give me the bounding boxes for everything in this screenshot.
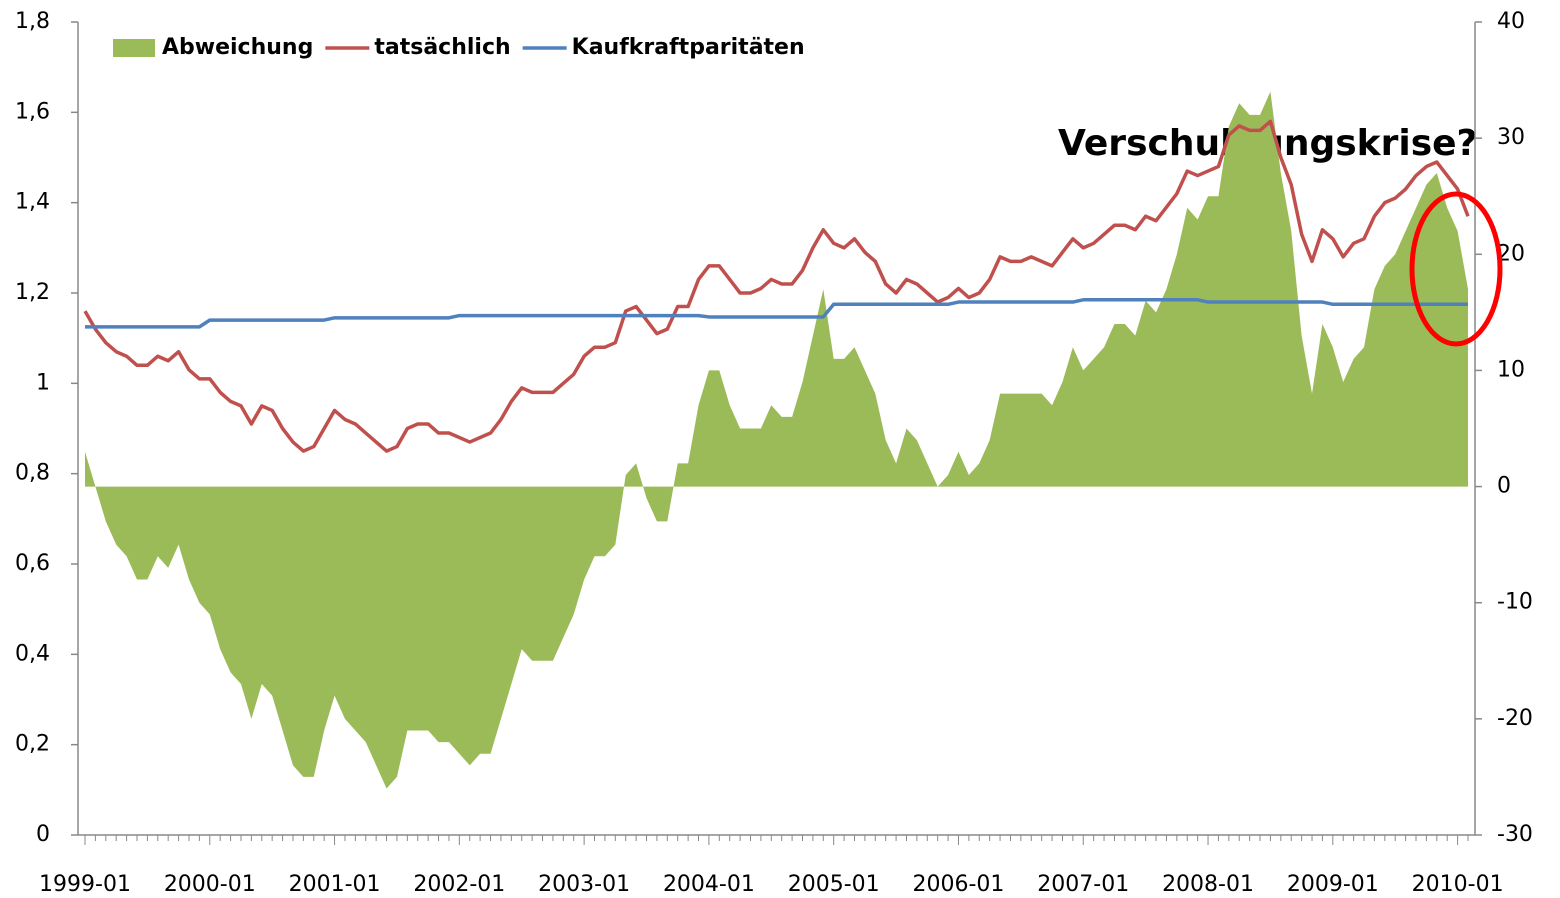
- line: [83, 119, 1470, 453]
- x-tick-label: 2008-01: [1162, 872, 1254, 897]
- y-tick-label: 0,8: [15, 461, 50, 486]
- y2-tick-label: -30: [1497, 822, 1533, 847]
- y-tick-label: 1,8: [15, 9, 50, 34]
- x-tick-label: 2002-01: [413, 872, 505, 897]
- legend-swatch: [113, 39, 155, 57]
- y2-tick-label: 0: [1497, 474, 1511, 499]
- y2-tick-label: -20: [1497, 706, 1533, 731]
- y-tick-label: 1,2: [15, 280, 50, 305]
- area: [85, 91, 1468, 789]
- y2-tick-label: 30: [1497, 125, 1525, 150]
- x-tick-label: 2001-01: [289, 872, 381, 897]
- legend-label: tatsächlich: [374, 35, 510, 60]
- legend-label: Kaufkraftparitäten: [572, 35, 805, 60]
- y-tick-label: 0,2: [15, 732, 50, 757]
- x-tick-label: 2005-01: [788, 872, 880, 897]
- legend-item: Kaufkraftparitäten: [522, 35, 805, 60]
- line: [85, 298, 1468, 329]
- y-tick-label: 1: [36, 370, 50, 395]
- x-tick-label: 2004-01: [663, 872, 755, 897]
- y-tick-label: 1,4: [15, 190, 50, 215]
- y2-tick-label: 10: [1497, 357, 1525, 382]
- x-tick-label: 2007-01: [1037, 872, 1129, 897]
- x-tick-label: 2009-01: [1287, 872, 1379, 897]
- x-tick-label: 2003-01: [538, 872, 630, 897]
- highlight-circle: [1409, 191, 1503, 347]
- y-tick-label: 0: [36, 822, 50, 847]
- x-tick-label: 2010-01: [1412, 872, 1504, 897]
- x-tick-label: 1999-01: [39, 872, 131, 897]
- legend-item: tatsächlich: [325, 35, 511, 60]
- x-tick-label: 2000-01: [164, 872, 256, 897]
- legend-label: Abweichung: [162, 35, 313, 60]
- y2-tick-label: -10: [1497, 590, 1533, 615]
- legend-item: Abweichung: [113, 35, 313, 60]
- series-layer: [83, 91, 1470, 789]
- y-tick-label: 0,6: [15, 551, 50, 576]
- y-tick-label: 1,6: [15, 99, 50, 124]
- y-tick-label: 0,4: [15, 641, 50, 666]
- y2-tick-label: 40: [1497, 9, 1525, 34]
- x-tick-label: 2006-01: [913, 872, 1005, 897]
